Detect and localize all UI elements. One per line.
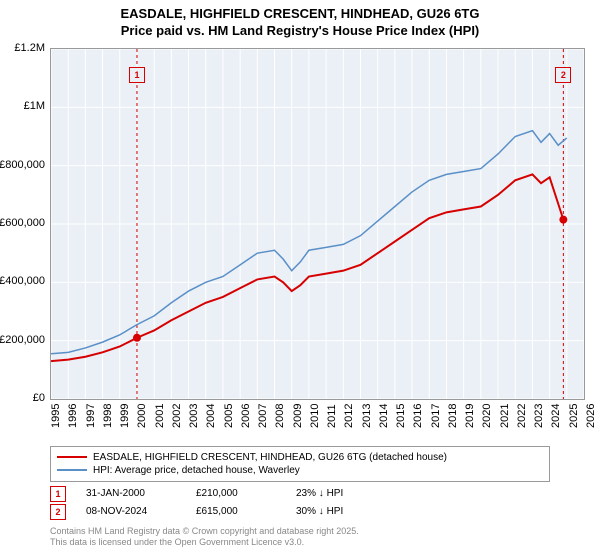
x-tick-label: 2003	[188, 403, 200, 427]
data-point-row-2: 2 08-NOV-2024 £615,000 30% ↓ HPI	[50, 504, 550, 520]
y-tick-label: £200,000	[0, 334, 45, 346]
x-tick-label: 2018	[447, 403, 459, 427]
y-tick-label: £1.2M	[14, 42, 45, 54]
data-price-2: £615,000	[196, 506, 276, 517]
x-tick-label: 2002	[171, 403, 183, 427]
chart-plot-area: 12	[50, 48, 585, 400]
x-tick-label: 2025	[568, 403, 580, 427]
x-tick-label: 2000	[136, 403, 148, 427]
x-axis: 1995 1996 1997 1998 1999 2000 2001 2002 2003 2004…	[50, 400, 585, 440]
chart-svg	[51, 49, 584, 399]
data-date-2: 08-NOV-2024	[86, 506, 176, 517]
data-date-1: 31-JAN-2000	[86, 488, 176, 499]
legend: EASDALE, HIGHFIELD CRESCENT, HINDHEAD, G…	[50, 446, 550, 482]
footnote: Contains HM Land Registry data © Crown c…	[50, 526, 550, 549]
x-tick-label: 2024	[550, 403, 562, 427]
x-tick-label: 2014	[378, 403, 390, 427]
legend-label-2: HPI: Average price, detached house, Wave…	[93, 465, 300, 476]
legend-swatch-2	[57, 469, 87, 471]
data-pct-2: 30% ↓ HPI	[296, 506, 343, 517]
x-tick-label: 2026	[585, 403, 597, 427]
data-price-1: £210,000	[196, 488, 276, 499]
legend-label-1: EASDALE, HIGHFIELD CRESCENT, HINDHEAD, G…	[93, 452, 447, 463]
y-tick-label: £400,000	[0, 275, 45, 287]
x-tick-label: 2023	[533, 403, 545, 427]
data-pct-1: 23% ↓ HPI	[296, 488, 343, 499]
chart-marker-2: 2	[555, 67, 571, 83]
y-axis: £0£200,000£400,000£600,000£800,000£1M£1.…	[0, 48, 50, 398]
x-tick-label: 2022	[516, 403, 528, 427]
x-tick-label: 2004	[205, 403, 217, 427]
y-tick-label: £1M	[24, 100, 45, 112]
legend-swatch-1	[57, 456, 87, 458]
x-tick-label: 2001	[154, 403, 166, 427]
x-tick-label: 2016	[412, 403, 424, 427]
x-tick-label: 2010	[309, 403, 321, 427]
chart-container: EASDALE, HIGHFIELD CRESCENT, HINDHEAD, G…	[0, 0, 600, 560]
x-tick-label: 2007	[257, 403, 269, 427]
x-tick-label: 1998	[102, 403, 114, 427]
x-tick-label: 2005	[223, 403, 235, 427]
y-tick-label: £800,000	[0, 159, 45, 171]
x-tick-label: 2019	[464, 403, 476, 427]
chart-title: EASDALE, HIGHFIELD CRESCENT, HINDHEAD, G…	[0, 0, 600, 40]
x-tick-label: 2008	[274, 403, 286, 427]
y-tick-label: £600,000	[0, 217, 45, 229]
footnote-line-2: This data is licensed under the Open Gov…	[50, 537, 550, 549]
x-tick-label: 1995	[50, 403, 62, 427]
x-tick-label: 2013	[361, 403, 373, 427]
x-tick-label: 2012	[343, 403, 355, 427]
x-tick-label: 1996	[67, 403, 79, 427]
legend-row-1: EASDALE, HIGHFIELD CRESCENT, HINDHEAD, G…	[57, 451, 543, 464]
x-tick-label: 2021	[499, 403, 511, 427]
x-tick-label: 2011	[326, 404, 338, 428]
x-tick-label: 2006	[240, 403, 252, 427]
x-tick-label: 2009	[292, 403, 304, 427]
x-tick-label: 2015	[395, 403, 407, 427]
marker-badge-1: 1	[50, 486, 66, 502]
x-tick-label: 1999	[119, 403, 131, 427]
chart-marker-1: 1	[129, 67, 145, 83]
x-tick-label: 1997	[85, 403, 97, 427]
data-point-row-1: 1 31-JAN-2000 £210,000 23% ↓ HPI	[50, 486, 550, 502]
title-line-1: EASDALE, HIGHFIELD CRESCENT, HINDHEAD, G…	[0, 6, 600, 23]
title-line-2: Price paid vs. HM Land Registry's House …	[0, 23, 600, 40]
x-tick-label: 2017	[430, 403, 442, 427]
x-tick-label: 2020	[481, 403, 493, 427]
legend-row-2: HPI: Average price, detached house, Wave…	[57, 464, 543, 477]
y-tick-label: £0	[33, 392, 45, 404]
marker-badge-2: 2	[50, 504, 66, 520]
footnote-line-1: Contains HM Land Registry data © Crown c…	[50, 526, 550, 538]
